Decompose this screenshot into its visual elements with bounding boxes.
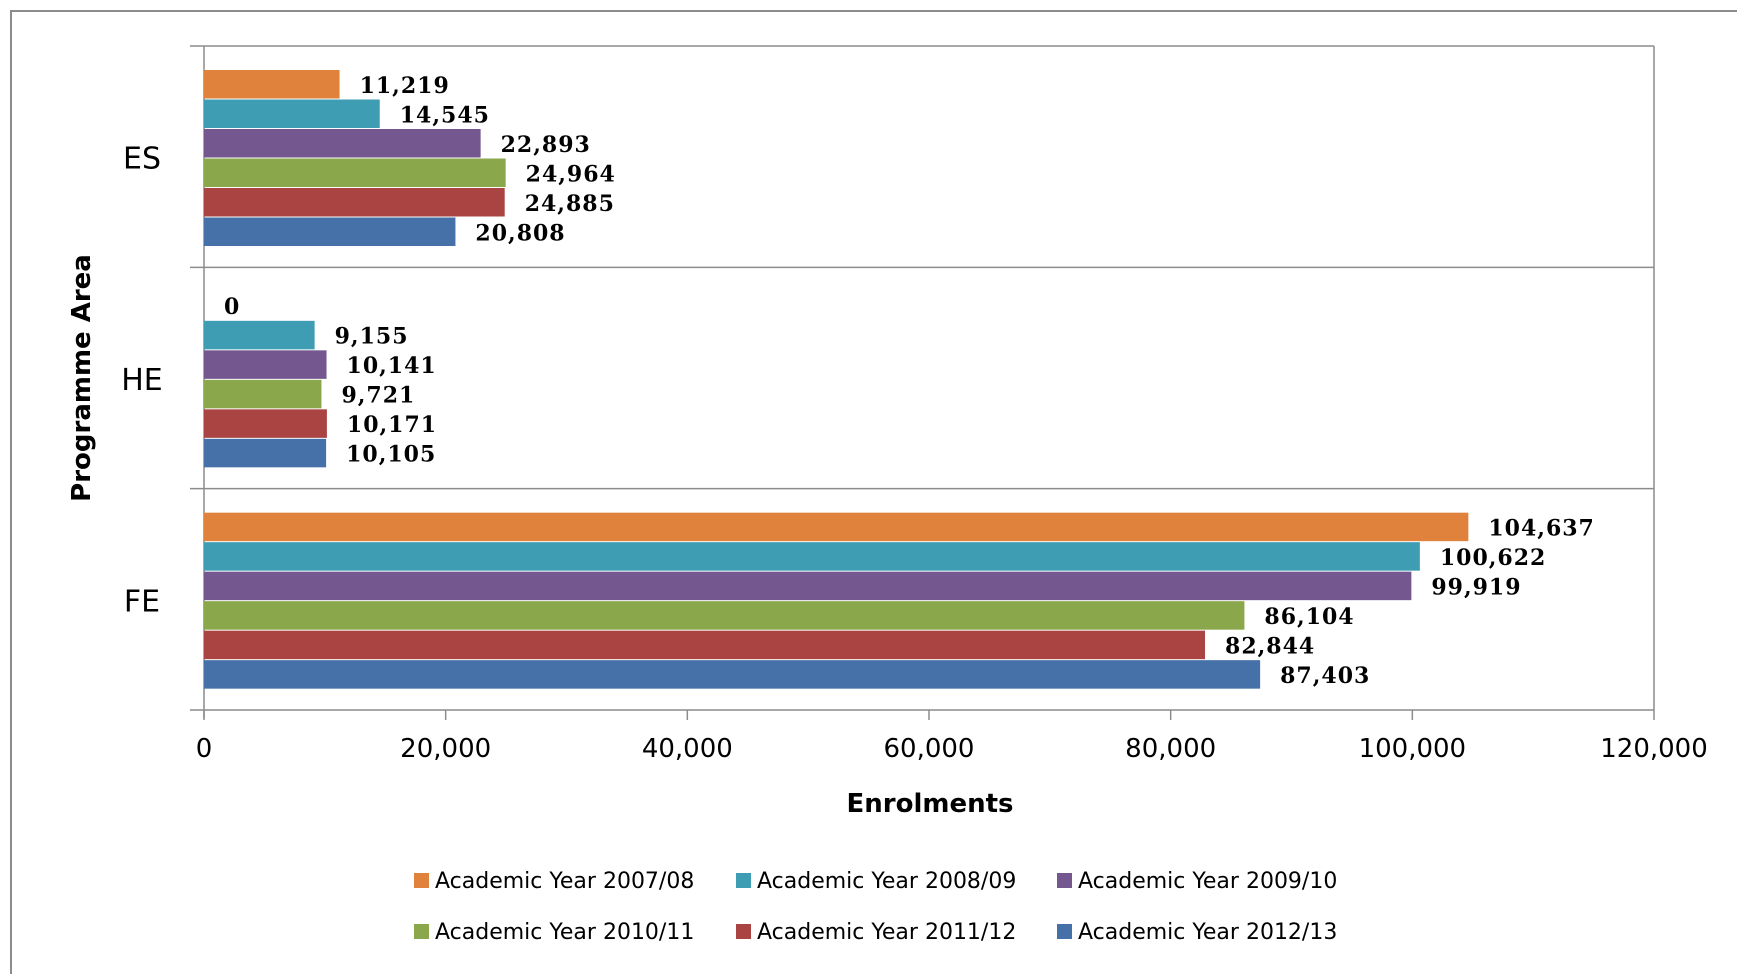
x-axis-title: Enrolments [846, 789, 1013, 819]
bar-value-label: 11,219 [360, 73, 450, 99]
x-tick-label: 100,000 [1359, 734, 1467, 764]
x-tick-label: 40,000 [642, 734, 733, 764]
bar [204, 217, 456, 246]
bar [204, 571, 1412, 601]
data-labels-group: 11,219 14,545 22,893 24,964 24,885 20,808 0 9,1… [224, 73, 1595, 689]
bar [204, 320, 315, 350]
bar-value-label: 24,885 [525, 191, 615, 217]
legend-swatch [736, 924, 751, 939]
bar-value-label: 82,844 [1225, 633, 1315, 659]
bar-value-label: 99,919 [1431, 574, 1521, 600]
bars-group [204, 70, 1469, 689]
bar [204, 438, 327, 468]
category-label: HE [121, 363, 163, 398]
legend-swatch [414, 924, 429, 939]
bar [204, 512, 1469, 542]
bar-value-label: 100,622 [1440, 545, 1547, 571]
bar [204, 630, 1206, 660]
bar [204, 129, 481, 158]
bar-value-label: 86,104 [1264, 604, 1354, 630]
bar [204, 99, 380, 128]
bar [204, 350, 327, 379]
legend-label: Academic Year 2011/12 [757, 920, 1016, 945]
x-tick-label: 20,000 [400, 734, 491, 764]
category-label: FE [124, 584, 160, 619]
bar-value-label: 20,808 [475, 220, 565, 246]
legend-label: Academic Year 2008/09 [757, 869, 1016, 894]
bar-value-label: 10,171 [347, 412, 437, 438]
bar-value-label: 9,721 [341, 383, 415, 409]
bar-value-label: 24,964 [526, 161, 616, 187]
bar [204, 601, 1245, 630]
legend-label: Academic Year 2010/11 [435, 920, 694, 945]
x-axis-ticks: 0 20,000 40,000 60,000 80,000 100,000 120,000 [196, 710, 1708, 764]
bar-value-label: 14,545 [400, 102, 490, 128]
bar-value-label: 87,403 [1280, 663, 1370, 689]
x-tick-label: 60,000 [884, 734, 975, 764]
legend-swatch [1057, 924, 1072, 939]
bar [204, 70, 340, 99]
legend-swatch [1057, 873, 1072, 888]
category-label: ES [123, 142, 161, 177]
bar [204, 542, 1420, 571]
bar [204, 188, 505, 217]
category-labels: ES HE FE [121, 142, 163, 620]
bar-value-label: 10,105 [346, 442, 436, 468]
bar-value-label: 9,155 [335, 324, 409, 350]
bar-value-label: 10,141 [347, 353, 437, 379]
bar-value-label: 0 [224, 294, 240, 320]
bar [204, 379, 322, 409]
x-tick-label: 0 [196, 734, 213, 764]
legend-label: Academic Year 2007/08 [435, 869, 694, 894]
bar-value-label: 22,893 [501, 132, 591, 158]
y-axis-title: Programme Area [67, 254, 97, 502]
bar [204, 409, 327, 438]
legend-swatch [414, 873, 429, 888]
x-tick-label: 120,000 [1600, 734, 1708, 764]
bar-value-label: 104,637 [1488, 515, 1595, 541]
legend-label: Academic Year 2012/13 [1078, 920, 1337, 945]
bar [204, 660, 1261, 689]
x-tick-label: 80,000 [1125, 734, 1216, 764]
bar [204, 158, 506, 187]
legend-swatch [736, 873, 751, 888]
legend: Academic Year 2007/08 Academic Year 2008/… [414, 869, 1337, 945]
legend-label: Academic Year 2009/10 [1078, 869, 1337, 894]
